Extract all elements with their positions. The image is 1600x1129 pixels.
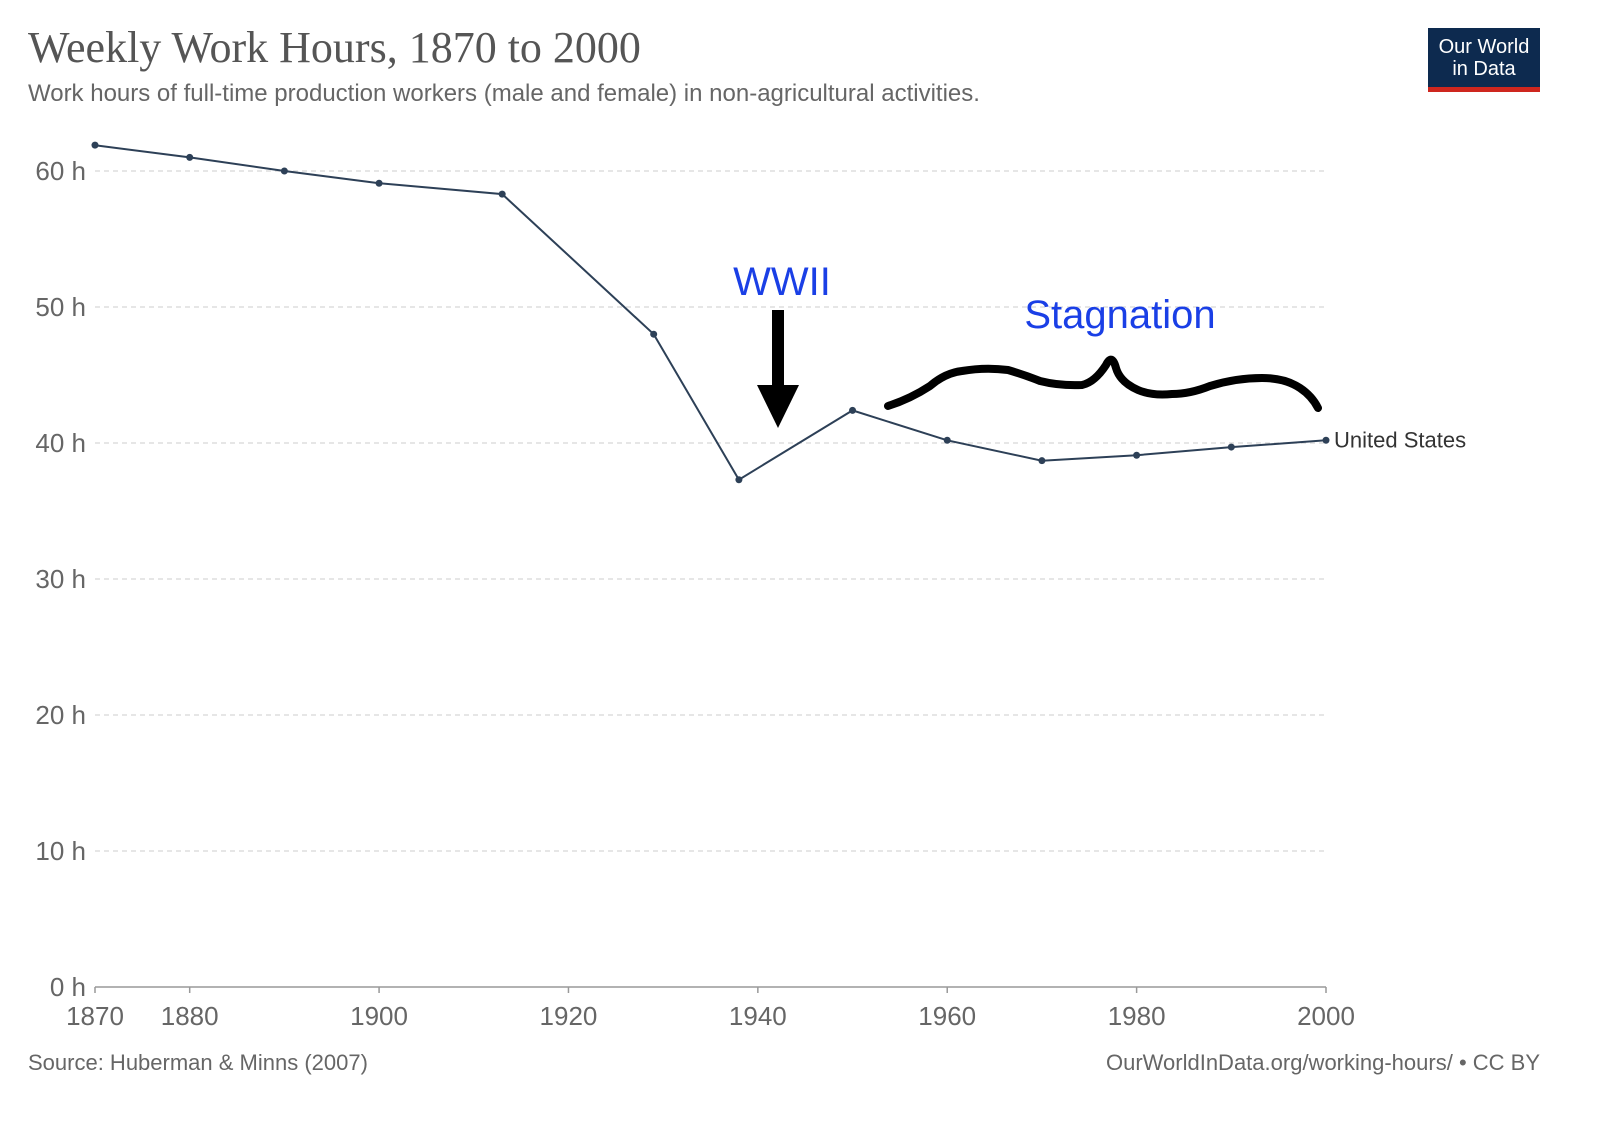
wwii-arrow-icon [757, 310, 799, 428]
owid-logo[interactable]: Our World in Data [1428, 28, 1540, 92]
x-tick-label: 1880 [161, 1001, 219, 1031]
x-tick-label: 1940 [729, 1001, 787, 1031]
credit-link[interactable]: OurWorldInData.org/working-hours/ • CC B… [1105, 1050, 1540, 1075]
data-point[interactable] [1227, 443, 1235, 451]
grid-lines [95, 170, 1326, 852]
y-tick-label: 10 h [35, 836, 86, 866]
x-tick-label: 1980 [1108, 1001, 1166, 1031]
y-tick-label: 20 h [35, 700, 86, 730]
y-tick-label: 40 h [35, 428, 86, 458]
axes: 0 h 10 h 20 h 30 h 40 h 50 h 60 h 1870 1880 1900 1… [35, 156, 1355, 1031]
curly-brace-icon [884, 355, 1322, 412]
x-tick-label: 1960 [918, 1001, 976, 1031]
data-point[interactable] [650, 330, 658, 338]
data-point[interactable] [91, 141, 99, 149]
data-point[interactable] [1038, 457, 1046, 465]
data-point[interactable] [849, 406, 857, 414]
series-label: United States [1334, 427, 1466, 452]
y-tick-label: 30 h [35, 564, 86, 594]
series-layer: United States [91, 141, 1466, 484]
source-note: Source: Huberman & Minns (2007) [28, 1050, 368, 1075]
chart-subtitle: Work hours of full-time production worke… [28, 80, 980, 107]
x-tick-label: 1920 [540, 1001, 598, 1031]
y-tick-label: 60 h [35, 156, 86, 186]
data-point[interactable] [280, 167, 288, 175]
x-tick-label: 1900 [350, 1001, 408, 1031]
y-tick-label: 50 h [35, 292, 86, 322]
x-tick-label: 1870 [66, 1001, 124, 1031]
chart-title: Weekly Work Hours, 1870 to 2000 [28, 23, 641, 72]
data-point[interactable] [943, 436, 951, 444]
x-tick-label: 2000 [1297, 1001, 1355, 1031]
data-point[interactable] [1322, 436, 1330, 444]
wwii-annotation: WWII [733, 260, 831, 304]
data-point[interactable] [735, 476, 743, 484]
data-point[interactable] [375, 179, 383, 187]
data-point[interactable] [1133, 451, 1141, 459]
y-tick-label: 0 h [50, 972, 86, 1002]
stagnation-annotation: Stagnation [1024, 293, 1215, 337]
logo-line-1: Our World [1438, 35, 1530, 58]
data-point[interactable] [186, 153, 194, 161]
data-point[interactable] [498, 190, 506, 198]
logo-line-2: in Data [1452, 57, 1516, 80]
